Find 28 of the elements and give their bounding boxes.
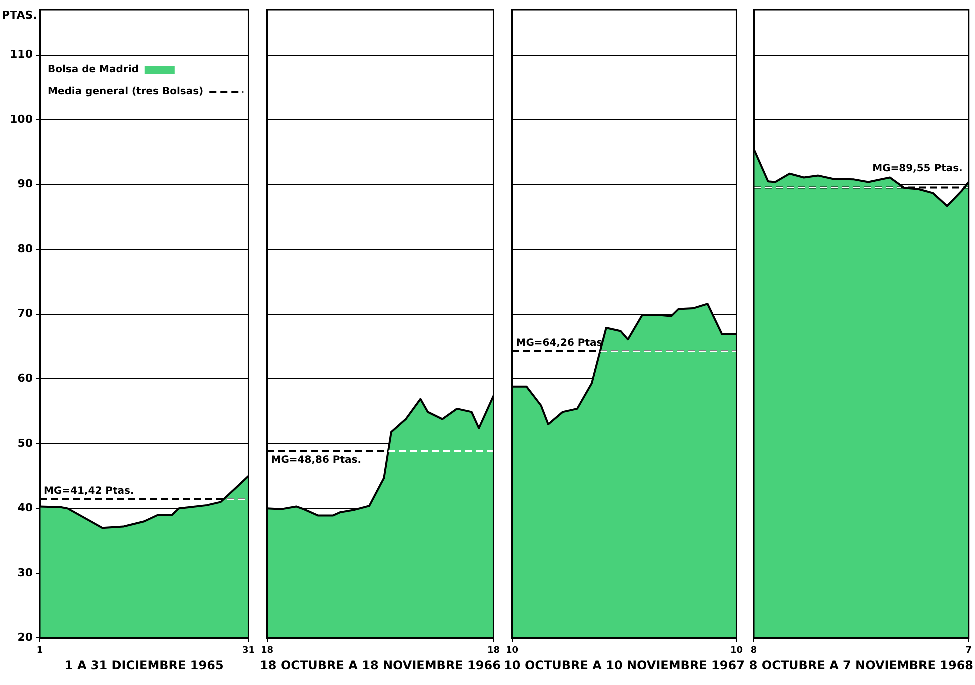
y-tick-label: 40 (18, 502, 34, 515)
legend-label: Bolsa de Madrid (48, 64, 139, 76)
annotation: MG=89,55 Ptas. (872, 163, 963, 174)
y-tick-label: 60 (18, 372, 34, 386)
x-tick-label: 18 (487, 646, 500, 656)
y-tick-label: 80 (18, 242, 34, 256)
x-axis-title: 10 OCTUBRE A 10 NOVIEMBRE 1967 (504, 658, 745, 672)
x-tick-label: 18 (260, 646, 274, 656)
y-tick-label: 70 (18, 307, 34, 320)
annotation: MG=41,42 Ptas. (44, 486, 134, 498)
x-tick-label: 31 (242, 646, 256, 656)
x-tick-label: 7 (966, 646, 972, 656)
annotation: MG=48,86 Ptas. (271, 454, 362, 466)
y-tick-label: 20 (18, 631, 34, 644)
y-tick-label: 30 (18, 566, 34, 580)
y-tick-label: 50 (18, 436, 34, 450)
x-axis-title: 8 OCTUBRE A 7 NOVIEMBRE 1968 (749, 658, 974, 672)
legend-label: Media general (tres Bolsas) (48, 86, 204, 98)
y-tick-label: 110 (10, 48, 34, 62)
x-tick-label: 10 (506, 646, 519, 656)
x-axis-title: 18 OCTUBRE A 18 NOVIEMBRE 1966 (260, 658, 501, 672)
x-tick-label: 1 (36, 646, 44, 656)
y-tick-label: 100 (10, 112, 34, 126)
x-tick-label: 8 (750, 646, 758, 656)
x-axis-title: 1 A 31 DICIEMBRE 1965 (64, 658, 224, 672)
x-tick-label: 10 (730, 646, 744, 656)
y-axis-title: PTAS. (2, 8, 38, 22)
y-tick-label: 90 (18, 178, 34, 191)
